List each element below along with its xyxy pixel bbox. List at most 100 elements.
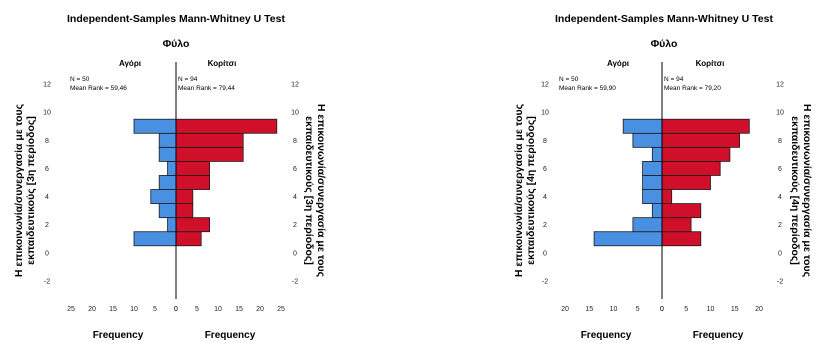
chart1-bar-right-4 [175,189,194,204]
chart2-ylabel-right-line1: Η επικοινωνία/συνεργασία με τους [801,104,813,278]
chart2-ytick-right-4: 4 [778,194,782,201]
chart1-bar-left-1 [133,231,177,247]
chart2-ytick-right-0: 0 [778,250,782,257]
chart1-ytick-right-6: 6 [293,166,297,173]
chart1-ytick-left--2: -2 [44,278,50,285]
chart2-bar-right-4 [661,189,673,204]
chart2-bar-left-1 [593,231,663,247]
chart1-ylabel-right: Η επικοινωνία/συνεργασία με τουςεκπαιδευ… [303,104,327,278]
chart1-xtick-left-10: 10 [130,306,138,313]
chart1-xtick-right-0: 0 [174,306,178,313]
chart2-ytick-left-12: 12 [541,82,549,89]
chart2-right-mean-rank: Mean Rank = 79,20 [664,85,721,92]
chart1-left-n: N = 50 [70,76,90,83]
chart1-ytick-right-12: 12 [291,82,299,89]
chart1-bar-left-3 [158,203,177,219]
chart1-xlabel-right: Frequency [205,330,256,341]
chart1-bar-left-6 [167,161,177,176]
chart2-xtick-right-15: 15 [731,306,739,313]
chart2-ylabel-left-line2: εκπαιδευτικούς [4η περίοδος] [525,116,537,265]
chart1-bar-right-9 [175,118,278,134]
chart1-ytick-left-2: 2 [45,222,49,229]
chart2-xtick-left-0: 0 [660,306,664,313]
chart1-bar-left-5 [158,175,177,190]
chart2-right-n: N = 94 [664,76,684,83]
chart1-ylabel-left-line2: εκπαιδευτικούς [3η περίοδος] [25,116,37,265]
chart2-bar-left-7 [651,146,663,162]
chart2-left-mean-rank: Mean Rank = 59,90 [559,85,616,92]
chart2-bar-right-3 [661,203,702,219]
chart2-bar-right-8 [661,132,740,148]
chart2-xtick-right-0: 0 [660,306,664,313]
chart1-xtick-left-5: 5 [153,306,157,313]
chart2-subtitle: Φύλο [651,38,678,50]
chart1-bar-left-9 [133,118,177,134]
chart1-bar-right-1 [175,231,202,247]
chart2-ytick-right-2: 2 [778,222,782,229]
chart1-ytick-right-0: 0 [293,250,297,257]
chart1-title: Independent-Samples Mann-Whitney U Test [67,13,285,25]
chart2-ylabel-right: Η επικοινωνία/συνεργασία με τουςεκπαιδευ… [789,104,813,278]
chart2-left-group-label: Αγόρι [607,59,629,68]
chart1-right-group-label: Κορίτσι [208,59,237,68]
chart2-ylabel-right-line2: εκπαιδευτικούς [4η περίοδος] [789,116,801,265]
chart2-ytick-left-2: 2 [543,222,547,229]
chart1-bar-right-7 [175,146,244,162]
chart2-ytick-right-8: 8 [778,138,782,145]
chart1-ytick-left-8: 8 [45,138,49,145]
chart1-ytick-left-0: 0 [45,250,49,257]
chart1-ytick-left-10: 10 [43,110,51,117]
chart2-bar-left-4 [642,189,663,204]
chart1-bar-right-3 [175,203,194,219]
chart1-subtitle: Φύλο [163,38,190,50]
chart2-bar-left-6 [642,161,663,176]
chart1-ytick-left-4: 4 [45,194,49,201]
chart1-xtick-left-25: 25 [67,306,75,313]
chart2-xtick-right-10: 10 [707,306,715,313]
chart1-xtick-right-10: 10 [214,306,222,313]
chart2-xtick-left-20: 20 [561,306,569,313]
chart1-xtick-left-0: 0 [174,306,178,313]
chart2-xtick-right-5: 5 [684,306,688,313]
chart1-xlabel-left: Frequency [93,330,144,341]
chart1-ytick-right-2: 2 [293,222,297,229]
chart2-ytick-right-12: 12 [776,82,784,89]
chart2-title: Independent-Samples Mann-Whitney U Test [555,13,773,25]
chart1-bar-left-2 [167,217,177,233]
chart2-ytick-left-8: 8 [543,138,547,145]
chart2-bar-left-9 [622,118,663,134]
chart1-ylabel-left-line1: Η επικοινωνία/συνεργασία με τους [13,103,25,277]
chart2-bar-right-2 [661,217,692,233]
chart2-bar-right-1 [661,231,702,247]
chart2-ytick-left--2: -2 [542,278,548,285]
chart1-ytick-right-10: 10 [291,110,299,117]
chart1-ylabel-left: Η επικοινωνία/συνεργασία με τουςεκπαιδευ… [13,103,37,277]
chart2-bar-left-8 [632,132,663,148]
chart2-bar-right-5 [661,175,711,190]
chart2-ytick-left-4: 4 [543,194,547,201]
chart2-bar-left-2 [632,217,663,233]
chart1-ytick-right-8: 8 [293,138,297,145]
chart1-right-mean-rank: Mean Rank = 79,44 [178,85,235,92]
chart2-ytick-left-0: 0 [543,250,547,257]
chart2-xtick-left-10: 10 [610,306,618,313]
chart1-bar-right-2 [175,217,210,233]
chart2-ylabel-left-line1: Η επικοινωνία/συνεργασία με τους [513,103,525,277]
chart2-bar-left-3 [651,203,663,219]
chart1-bar-left-7 [158,146,177,162]
chart1-xtick-left-15: 15 [109,306,117,313]
chart1-xtick-right-15: 15 [235,306,243,313]
chart1-bar-right-6 [175,161,210,176]
chart2-ytick-right--2: -2 [777,278,783,285]
chart2-ylabel-left: Η επικοινωνία/συνεργασία με τουςεκπαιδευ… [513,103,537,277]
chart2-left-n: N = 50 [559,76,579,83]
chart2-ytick-left-10: 10 [541,110,549,117]
chart1-left-group-label: Αγόρι [119,59,141,68]
chart2-xlabel-left: Frequency [581,330,632,341]
chart1-ylabel-right-line1: Η επικοινωνία/συνεργασία με τους [315,104,327,278]
chart1-ytick-left-6: 6 [45,166,49,173]
chart2-xlabel-right: Frequency [693,330,744,341]
chart1-ytick-right-4: 4 [293,194,297,201]
chart2-xtick-left-15: 15 [585,306,593,313]
